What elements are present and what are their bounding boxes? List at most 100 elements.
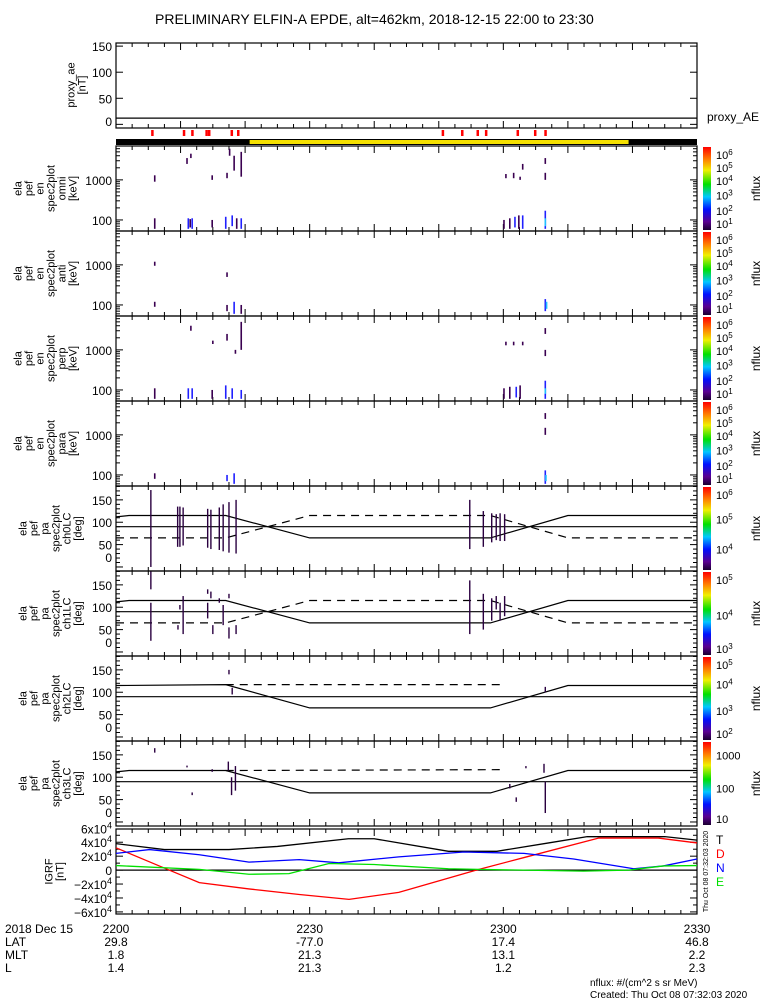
panel-IGRF-tick-label-exp: 4 [107, 904, 112, 914]
panel-omni-colorbar-tick: 103 [716, 189, 733, 203]
panel-anti-colorbar [703, 232, 711, 315]
panel-omni-colorbar-tick: 102 [716, 204, 733, 218]
panel-IGRF-tick-label-exp: 4 [107, 820, 112, 830]
panel-IGRF-legend-E: E [716, 875, 724, 889]
panel-anti-colorbar-tick-exp: 1 [728, 302, 733, 311]
footer-row-label: L [5, 961, 12, 975]
panel-omni-colorbar-label: nflux [749, 176, 763, 201]
panel-para-colorbar-tick-base: 10 [716, 446, 728, 458]
panel-ch1LC-frame [115, 570, 698, 657]
panel-ch3LC-colorbar-tick: 10 [716, 814, 728, 826]
ylabel-line: ch3LC [62, 768, 74, 800]
panel-ch0LC-frame [115, 485, 698, 572]
panel-omni-colorbar-tick-exp: 2 [728, 204, 733, 213]
ylabel-line: spec2plot [46, 420, 58, 467]
panel-ch1LC-tick-label: 0 [105, 636, 112, 650]
panel-para-colorbar-tick-exp: 6 [728, 403, 733, 412]
panel-ch1LC-colorbar-tick-exp: 3 [728, 642, 733, 651]
panel-perp-tick-label: 100 [92, 384, 112, 398]
ylabel-line: [nT] [55, 862, 67, 881]
ylabel-line: ela [13, 350, 25, 366]
panel-omni-colorbar-tick: 101 [716, 217, 733, 231]
panel-ch1LC-colorbar [703, 572, 711, 655]
panel-ch0LC-colorbar-label: nflux [749, 516, 763, 541]
panel-IGRF-series-E [115, 862, 698, 875]
panel-omni-colorbar-tick-exp: 1 [728, 217, 733, 226]
panel-anti-colorbar-tick: 104 [716, 259, 733, 273]
footer-time-label: 2230 [296, 922, 323, 936]
panel-omni-colorbar [703, 147, 711, 230]
panel-ch0LC-colorbar-tick-base: 10 [716, 515, 728, 527]
panel-ch1LC-tick-label: 50 [99, 624, 113, 638]
panel-perp-colorbar-tick: 102 [716, 374, 733, 388]
panel-para-frame [115, 400, 698, 487]
panel-ch2LC-loss-cone-line [115, 684, 697, 709]
panel-IGRF-legend-N: N [716, 861, 725, 875]
panel-perp-colorbar-tick-exp: 3 [728, 359, 733, 368]
panel-ch3LC-colorbar-label: nflux [749, 771, 763, 796]
panel-ch0LC-colorbar-tick: 106 [716, 488, 733, 502]
panel-IGRF-tick-label-base: −6x10 [74, 906, 107, 920]
panel-ch3LC-colorbar-tick: 100 [716, 783, 734, 795]
red-mark [461, 130, 464, 136]
panel-ch1LC-ylabel: ela pef pa spec2plot ch1LC [deg] [18, 590, 85, 637]
proxy-ae-tick-label: 150 [92, 40, 112, 54]
panel-ch0LC-colorbar-tick-exp: 4 [728, 542, 733, 551]
panel-anti-colorbar-tick-base: 10 [716, 235, 728, 247]
ylabel-line: pa [40, 522, 52, 535]
units-note: nflux: #/(cm^2 s sr MeV) [590, 978, 698, 989]
panel-perp-colorbar-tick-base: 10 [716, 361, 728, 373]
panel-para-colorbar-tick: 105 [716, 416, 733, 430]
ylabel-line: pef [24, 435, 36, 451]
panel-omni-colorbar-tick-exp: 3 [728, 189, 733, 198]
ylabel-line: pa [40, 692, 52, 705]
ylabel-line: en [35, 267, 47, 279]
panel-perp-colorbar-tick: 106 [716, 318, 733, 332]
panel-ch0LC-colorbar-tick-exp: 6 [728, 488, 733, 497]
ylabel-line: pef [29, 520, 41, 536]
panel-ch1LC-colorbar-tick-base: 10 [716, 644, 728, 656]
panel-para-colorbar-tick-base: 10 [716, 431, 728, 443]
panel-IGRF-tick-label: −6x104 [74, 904, 112, 920]
panel-ch1LC-colorbar-label: nflux [749, 601, 763, 626]
panel-para-colorbar-tick-exp: 2 [728, 459, 733, 468]
panel-IGRF-tick-label: 6x104 [81, 820, 112, 836]
panel-omni-tick-label: 100 [92, 214, 112, 228]
panel-anti-colorbar-tick-base: 10 [716, 276, 728, 288]
panel-ch2LC-colorbar-tick-base: 10 [716, 729, 728, 741]
panel-perp-ylabel: ela pef en spec2plot perp [keV] [13, 335, 80, 382]
ylabel-line: ela [13, 265, 25, 281]
panel-perp-colorbar-tick-base: 10 [716, 333, 728, 345]
panel-ch1LC-colorbar-tick-base: 10 [716, 610, 728, 622]
proxy-ae-ylabel: proxy_ae [nT] [66, 62, 89, 107]
panel-omni-colorbar-tick-base: 10 [716, 206, 728, 218]
panel-omni-ylabel: ela pef en spec2plot omni [keV] [13, 165, 80, 212]
panel-para-ylabel: ela pef en spec2plot para [keV] [13, 420, 80, 467]
footer-date: 2018 Dec 15 [5, 922, 73, 936]
panel-ch0LC-loss-cone-line [115, 514, 697, 539]
panel-IGRF-legend-D: D [716, 847, 725, 861]
panel-ch2LC-colorbar-tick-exp: 2 [728, 727, 733, 736]
red-mark [516, 130, 520, 136]
panel-para-colorbar-tick-base: 10 [716, 474, 728, 486]
ylabel-line: perp [57, 347, 69, 369]
panel-ch3LC-tick-label: 150 [92, 749, 112, 763]
panel-IGRF-tick-label: −4x104 [74, 890, 112, 906]
panel-ch2LC-colorbar-tick: 103 [716, 704, 733, 718]
ylabel-line: pef [24, 350, 36, 366]
ylabel-line: IGRF [44, 858, 56, 885]
panel-para-colorbar-tick-exp: 4 [728, 429, 733, 438]
ylabel-line: [deg] [73, 771, 85, 795]
panel-omni-tick-label: 1000 [85, 174, 112, 188]
panel-IGRF-legend-T: T [716, 833, 724, 847]
red-mark [205, 130, 208, 136]
ylabel-line: ela [18, 520, 30, 536]
ylabel-line: pa [40, 607, 52, 620]
panel-perp-colorbar-tick-exp: 5 [728, 331, 733, 340]
ylabel-line: [deg] [73, 601, 85, 625]
panel-perp-colorbar-tick-base: 10 [716, 320, 728, 332]
panel-IGRF-frame [115, 828, 698, 915]
ylabel-line: anti [57, 265, 69, 283]
panel-perp-colorbar-tick-exp: 6 [728, 318, 733, 327]
ylabel-line: ch0LC [62, 513, 74, 545]
